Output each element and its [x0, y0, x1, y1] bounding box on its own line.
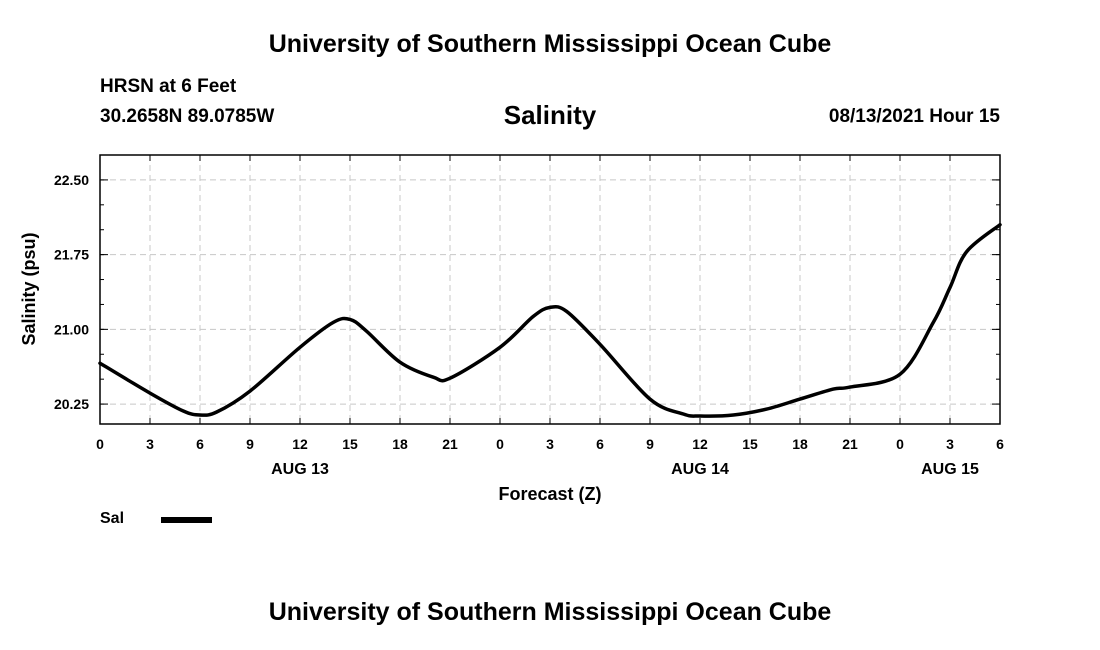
- x-tick-label: 9: [246, 436, 254, 452]
- x-tick-label: 0: [896, 436, 904, 452]
- x-tick-label: 6: [596, 436, 604, 452]
- series-layer: [98, 222, 1002, 418]
- chart-title: Salinity: [503, 100, 597, 130]
- x-tick-label: 6: [996, 436, 1004, 452]
- x-tick-label: 21: [842, 436, 858, 452]
- grid-lines: [100, 155, 1000, 424]
- x-tick-label: 18: [792, 436, 808, 452]
- day-label: AUG 14: [671, 461, 729, 478]
- x-tick-label: 3: [946, 436, 954, 452]
- x-tick-label: 21: [442, 436, 458, 452]
- y-tick-label: 21.75: [54, 247, 89, 263]
- axis-ticks: 0 3 6 9 12 15 18 21 0 3 6 9 12 15 18 21 0 3 6 20.25 21.00 21.…: [54, 154, 1004, 478]
- x-tick-label: 9: [646, 436, 654, 452]
- station-coordinates: 30.2658N 89.0785W: [100, 106, 275, 127]
- day-label: AUG 15: [921, 461, 979, 478]
- legend-label: Sal: [100, 510, 125, 527]
- station-label: HRSN at 6 Feet: [100, 76, 237, 97]
- x-tick-label: 15: [342, 436, 358, 452]
- y-tick-label: 20.25: [54, 396, 89, 412]
- x-axis-label: Forecast (Z): [498, 484, 601, 504]
- x-tick-label: 15: [742, 436, 758, 452]
- x-tick-label: 18: [392, 436, 408, 452]
- x-tick-label: 12: [692, 436, 708, 452]
- valid-time: 08/13/2021 Hour 15: [828, 106, 1000, 127]
- x-tick-label: 0: [496, 436, 504, 452]
- y-tick-label: 21.00: [54, 321, 89, 337]
- org-title-top: University of Southern Mississippi Ocean…: [268, 30, 832, 58]
- x-tick-label: 12: [292, 436, 308, 452]
- series-line-sal: [98, 222, 1002, 418]
- x-tick-label: 3: [146, 436, 154, 452]
- day-label: AUG 13: [271, 461, 329, 478]
- x-tick-label: 0: [96, 436, 104, 452]
- x-tick-label: 6: [196, 436, 204, 452]
- org-title-bottom: University of Southern Mississippi Ocean…: [268, 598, 832, 626]
- x-tick-label: 3: [546, 436, 554, 452]
- legend-swatch: [161, 517, 212, 523]
- y-tick-label: 22.50: [54, 172, 89, 188]
- y-axis-label: Salinity (psu): [19, 232, 39, 345]
